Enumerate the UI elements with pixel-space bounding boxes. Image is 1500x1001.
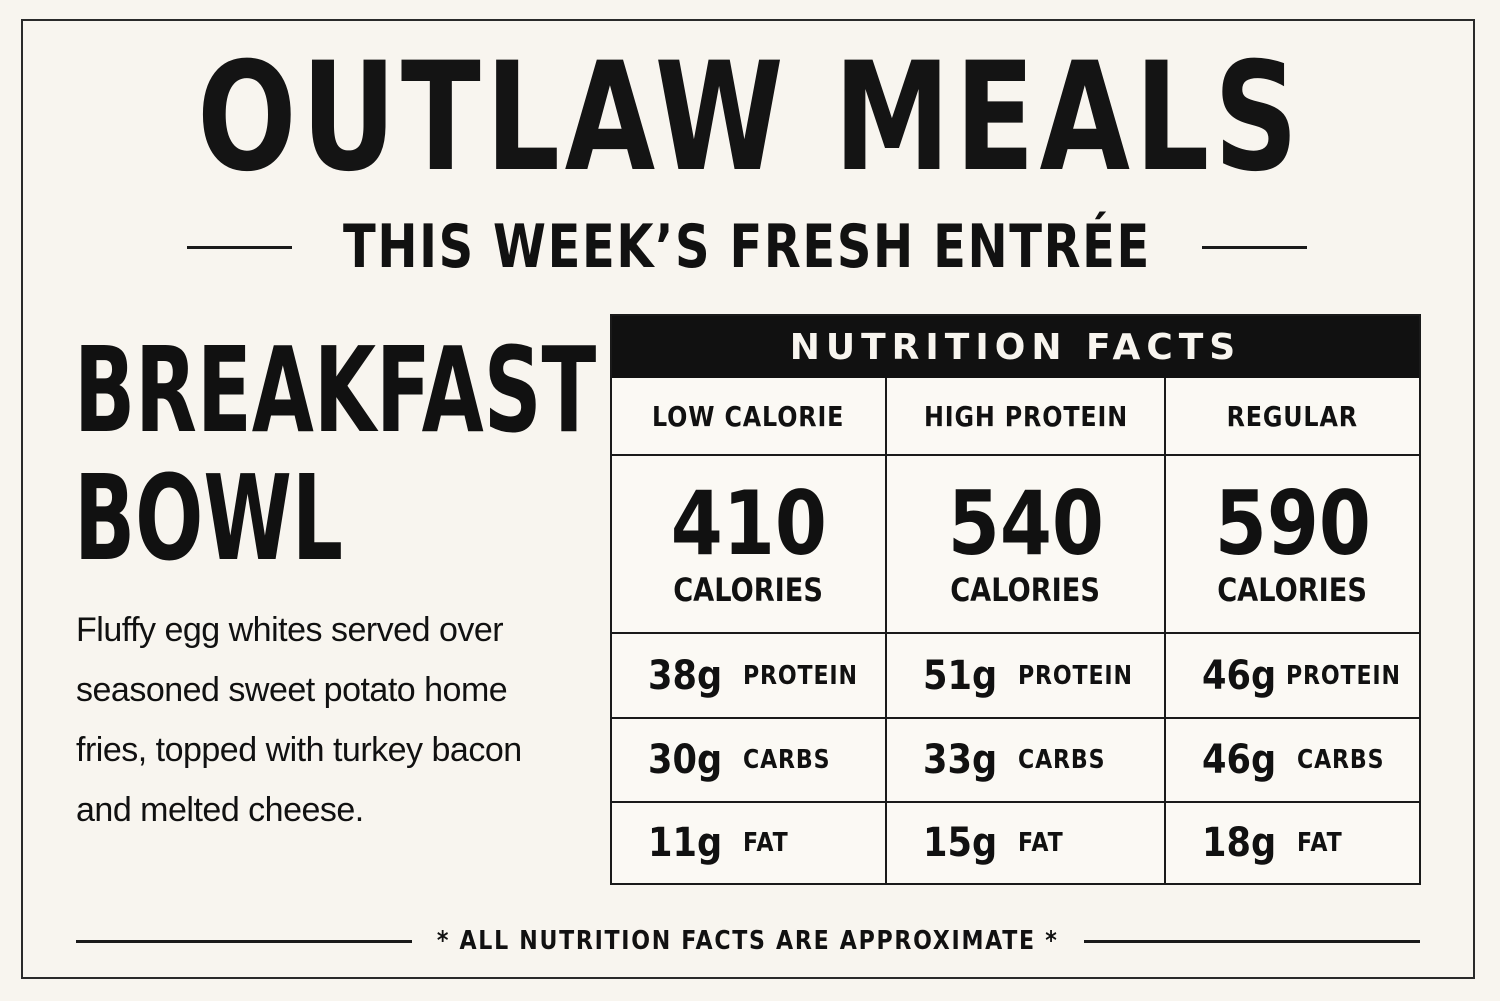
carbs-label: CARBS	[743, 745, 831, 775]
calories-label: CALORIES	[950, 571, 1101, 609]
calories-value: 590	[1214, 472, 1371, 575]
carbs-label: CARBS	[1018, 745, 1106, 775]
protein-value: 46g	[1202, 652, 1277, 699]
calories-cell-low-calorie: 410 CALORIES	[612, 456, 887, 634]
meal-name-line1: BREAKFAST	[74, 321, 597, 459]
nutrition-grid: LOW CALORIE HIGH PROTEIN REGULAR 410 CAL…	[612, 378, 1419, 883]
card-border	[21, 19, 1475, 979]
meal-name-line2: BOWL	[74, 449, 344, 587]
protein-label: PROTEIN	[1286, 660, 1402, 691]
carbs-value: 46g	[1202, 737, 1277, 783]
fat-cell-regular: 18g FAT	[1166, 803, 1419, 883]
carbs-cell-high-protein: 33g CARBS	[887, 719, 1166, 803]
nutrition-facts-title: NUTRITION FACTS	[612, 316, 1419, 378]
meal-description: Fluffy egg whites served over seasoned s…	[76, 611, 522, 829]
calories-label: CALORIES	[1217, 571, 1368, 609]
footer-row: * ALL NUTRITION FACTS ARE APPROXIMATE *	[76, 918, 1420, 964]
carbs-value: 33g	[923, 737, 998, 783]
fat-label: FAT	[743, 828, 789, 858]
carbs-label: CARBS	[1297, 745, 1385, 775]
protein-cell-high-protein: 51g PROTEIN	[887, 634, 1166, 719]
footer-rule-right	[1083, 939, 1420, 943]
fat-label: FAT	[1297, 828, 1343, 858]
protein-value: 38g	[648, 652, 723, 699]
protein-cell-low-calorie: 38g PROTEIN	[612, 634, 887, 719]
fat-value: 18g	[1202, 820, 1277, 866]
fat-cell-high-protein: 15g FAT	[887, 803, 1166, 883]
calories-value: 540	[947, 472, 1104, 575]
footer-rule-left	[76, 939, 413, 943]
protein-value: 51g	[923, 652, 998, 699]
subtitle-rule-right	[1201, 245, 1307, 249]
calories-label: CALORIES	[673, 571, 824, 609]
nutrition-facts-table: NUTRITION FACTS LOW CALORIE HIGH PROTEIN…	[610, 314, 1421, 885]
column-header-regular: REGULAR	[1166, 378, 1419, 456]
protein-label: PROTEIN	[1018, 660, 1133, 691]
meal-name: BREAKFAST BOWL	[74, 321, 597, 587]
protein-label: PROTEIN	[743, 660, 858, 691]
subtitle-row: THIS WEEK’S FRESH ENTRÉE	[187, 212, 1307, 282]
carbs-cell-low-calorie: 30g CARBS	[612, 719, 887, 803]
brand-title: OUTLAW MEALS	[197, 31, 1303, 205]
column-header-high-protein: HIGH PROTEIN	[887, 378, 1166, 456]
protein-cell-regular: 46g PROTEIN	[1166, 634, 1419, 719]
calories-value: 410	[670, 472, 827, 575]
carbs-cell-regular: 46g CARBS	[1166, 719, 1419, 803]
calories-cell-regular: 590 CALORIES	[1166, 456, 1419, 634]
footnote: * ALL NUTRITION FACTS ARE APPROXIMATE *	[437, 926, 1059, 956]
carbs-value: 30g	[648, 737, 723, 783]
column-header-low-calorie: LOW CALORIE	[612, 378, 887, 456]
subtitle-rule-left	[187, 245, 293, 249]
calories-cell-high-protein: 540 CALORIES	[887, 456, 1166, 634]
subtitle: THIS WEEK’S FRESH ENTRÉE	[343, 212, 1151, 282]
fat-value: 15g	[923, 820, 998, 866]
fat-cell-low-calorie: 11g FAT	[612, 803, 887, 883]
fat-label: FAT	[1018, 828, 1064, 858]
fat-value: 11g	[648, 820, 723, 866]
